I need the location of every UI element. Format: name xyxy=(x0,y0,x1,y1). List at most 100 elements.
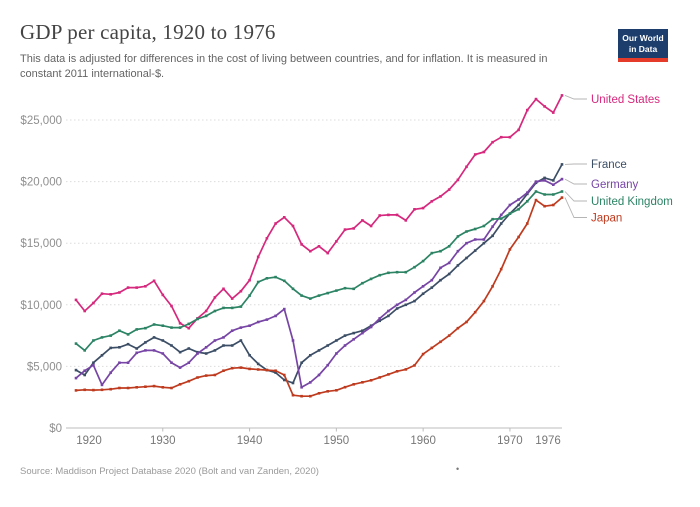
data-point xyxy=(534,198,538,202)
data-point xyxy=(300,386,303,389)
data-point xyxy=(439,266,442,270)
data-point xyxy=(248,294,251,297)
legend-label-united-states[interactable]: United States xyxy=(591,94,660,106)
data-point xyxy=(326,363,329,367)
data-point xyxy=(413,291,416,294)
data-point xyxy=(361,331,364,335)
data-point xyxy=(274,222,277,225)
data-point xyxy=(465,165,468,169)
data-point xyxy=(447,272,451,276)
data-point xyxy=(152,336,156,339)
data-point xyxy=(178,366,182,369)
data-point xyxy=(491,234,494,238)
data-point xyxy=(369,224,373,228)
series-line-united-kingdom[interactable] xyxy=(75,190,563,352)
legend-label-france[interactable]: France xyxy=(591,159,627,171)
data-point xyxy=(482,150,486,154)
data-point xyxy=(222,344,225,347)
data-point xyxy=(456,235,460,238)
data-point xyxy=(395,370,399,373)
data-point xyxy=(430,251,434,255)
data-point xyxy=(335,240,338,243)
data-point xyxy=(552,111,555,114)
data-point xyxy=(274,369,277,372)
data-point xyxy=(508,248,512,251)
data-point xyxy=(283,373,286,377)
data-point xyxy=(83,369,86,372)
data-point xyxy=(74,368,78,372)
data-point xyxy=(239,339,243,342)
data-point xyxy=(248,354,251,357)
data-point xyxy=(343,385,347,389)
data-point xyxy=(473,238,477,241)
data-point xyxy=(239,289,243,293)
data-point xyxy=(317,373,321,377)
data-point xyxy=(421,259,425,263)
data-point xyxy=(118,346,121,349)
x-axis-tick-label: 1940 xyxy=(237,435,263,447)
data-point xyxy=(526,200,529,203)
data-point xyxy=(161,324,165,327)
data-point xyxy=(361,219,364,222)
data-point xyxy=(222,287,225,291)
data-point xyxy=(92,301,95,305)
data-point xyxy=(300,294,303,297)
data-point xyxy=(100,388,104,392)
data-point xyxy=(560,177,564,181)
data-point xyxy=(465,256,468,260)
data-point xyxy=(204,346,208,349)
data-point xyxy=(213,296,217,299)
data-point xyxy=(256,280,260,284)
data-point xyxy=(352,338,355,341)
data-point xyxy=(109,293,112,296)
data-point xyxy=(326,291,329,295)
data-point xyxy=(491,217,494,221)
data-point xyxy=(118,386,121,390)
data-point xyxy=(161,352,165,355)
x-axis-tick-label: 1960 xyxy=(410,435,436,447)
y-axis-tick-label: $25,000 xyxy=(20,115,62,127)
data-point xyxy=(421,352,425,356)
data-point xyxy=(395,307,399,310)
data-point xyxy=(283,378,286,382)
data-point xyxy=(404,270,408,274)
data-point xyxy=(178,350,182,354)
data-point xyxy=(187,326,191,330)
legend-label-germany[interactable]: Germany xyxy=(591,179,639,191)
data-point xyxy=(404,219,408,222)
data-point xyxy=(152,349,156,352)
data-point xyxy=(352,287,355,291)
data-point xyxy=(421,285,425,288)
data-point xyxy=(491,285,494,288)
data-point xyxy=(300,361,303,364)
data-point xyxy=(178,326,182,329)
data-point xyxy=(343,286,347,290)
legend-label-united-kingdom[interactable]: United Kingdom xyxy=(591,196,673,208)
legend-label-japan[interactable]: Japan xyxy=(591,213,622,225)
data-point xyxy=(161,339,165,342)
data-point xyxy=(109,334,112,337)
data-point xyxy=(74,376,78,380)
data-point xyxy=(508,135,512,139)
data-point xyxy=(83,349,86,352)
data-point xyxy=(378,319,381,323)
data-point xyxy=(517,208,520,211)
data-point xyxy=(170,326,173,329)
data-point xyxy=(291,224,295,228)
data-point xyxy=(378,214,381,217)
legend-connector xyxy=(564,191,587,202)
data-point xyxy=(256,255,260,259)
data-point xyxy=(499,217,503,220)
data-point xyxy=(552,183,555,186)
data-point xyxy=(361,329,364,332)
data-point xyxy=(213,373,217,377)
data-point xyxy=(387,373,390,376)
data-point xyxy=(248,324,251,327)
owid-logo: Our World in Data xyxy=(618,29,668,62)
data-point xyxy=(92,339,95,342)
data-point xyxy=(204,352,208,355)
data-point xyxy=(343,344,347,347)
data-point xyxy=(300,243,303,246)
data-point xyxy=(309,297,312,300)
